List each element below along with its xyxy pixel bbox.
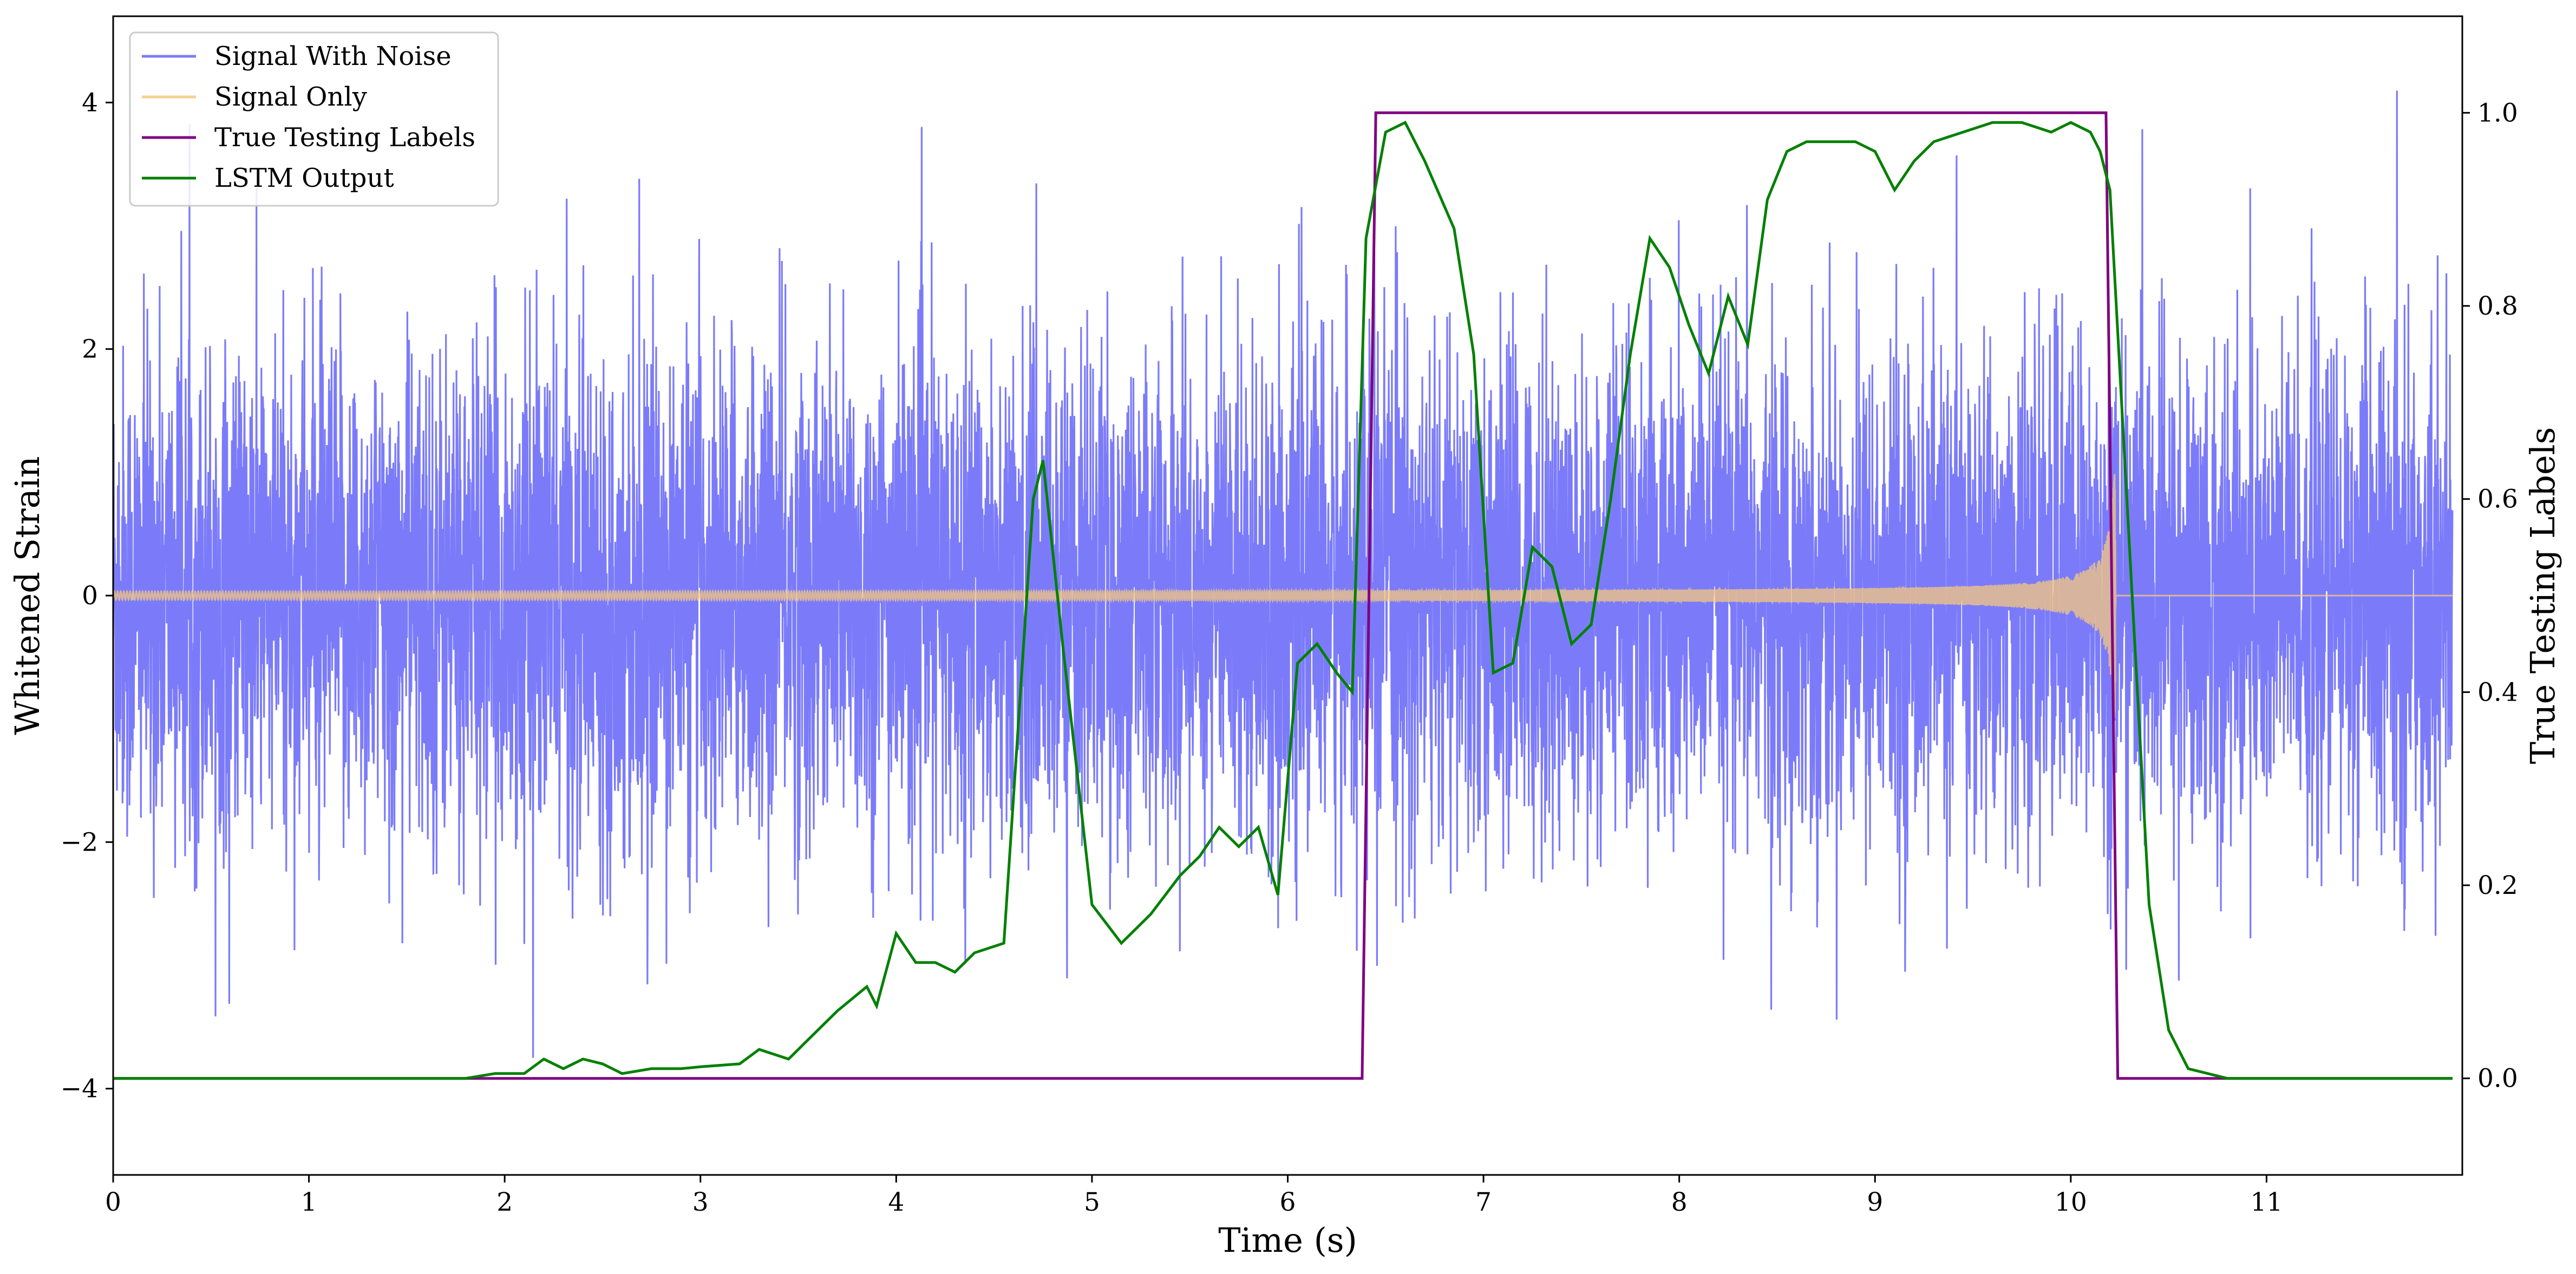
legend: Signal With Noise Signal Only True Testing… xyxy=(129,31,499,207)
series-layer xyxy=(113,90,2454,1080)
y2-tick-label: 0.2 xyxy=(2477,871,2518,900)
x-tick-label: 0 xyxy=(105,1187,121,1217)
series-signal-only xyxy=(113,474,2453,718)
y2-tick-label: 1.0 xyxy=(2477,98,2518,128)
x-axis-label: Time (s) xyxy=(1218,1220,1357,1260)
x-tick-label: 4 xyxy=(888,1187,904,1217)
x-axis: 0 1 2 3 4 5 6 7 8 9 10 11 xyxy=(105,1175,2283,1217)
y-tick-label: −2 xyxy=(61,827,98,857)
y-tick-label: −4 xyxy=(61,1074,98,1104)
legend-item: LSTM Output xyxy=(142,163,394,193)
series-true-testing-labels xyxy=(113,111,2453,1080)
x-tick-label: 11 xyxy=(2251,1187,2283,1217)
y2-tick-label: 0.6 xyxy=(2477,485,2518,514)
y-tick-label: 2 xyxy=(82,335,98,364)
legend-label: Signal With Noise xyxy=(214,41,452,71)
y2-tick-label: 0.8 xyxy=(2477,291,2518,321)
x-tick-label: 10 xyxy=(2055,1187,2087,1217)
y-axis-right: 0.0 0.2 0.4 0.6 0.8 1.0 xyxy=(2462,98,2518,1094)
x-tick-label: 3 xyxy=(692,1187,709,1217)
x-tick-label: 6 xyxy=(1280,1187,1296,1217)
x-tick-label: 5 xyxy=(1084,1187,1100,1217)
y-axis-left: −4 −2 0 2 4 xyxy=(61,88,113,1104)
x-tick-label: 9 xyxy=(1867,1187,1883,1217)
legend-item: True Testing Labels xyxy=(142,122,475,153)
series-lstm-output xyxy=(113,120,2453,1080)
y2-tick-label: 0.4 xyxy=(2477,677,2518,707)
y-tick-label: 4 xyxy=(82,88,98,117)
legend-item: Signal Only xyxy=(142,82,367,112)
legend-label: True Testing Labels xyxy=(214,122,475,153)
y2-axis-label: True Testing Labels xyxy=(2523,427,2562,765)
y2-tick-label: 0.0 xyxy=(2477,1064,2518,1094)
legend-label: LSTM Output xyxy=(214,163,394,193)
series-signal-with-noise xyxy=(113,90,2454,1058)
legend-label: Signal Only xyxy=(214,82,367,112)
legend-item: Signal With Noise xyxy=(142,41,452,71)
x-tick-label: 1 xyxy=(301,1187,317,1217)
y-tick-label: 0 xyxy=(82,581,98,611)
x-tick-label: 8 xyxy=(1671,1187,1688,1217)
x-tick-label: 2 xyxy=(496,1187,513,1217)
y-axis-label: Whitened Strain xyxy=(8,456,47,735)
legend-box xyxy=(129,31,499,207)
x-tick-label: 7 xyxy=(1475,1187,1492,1217)
